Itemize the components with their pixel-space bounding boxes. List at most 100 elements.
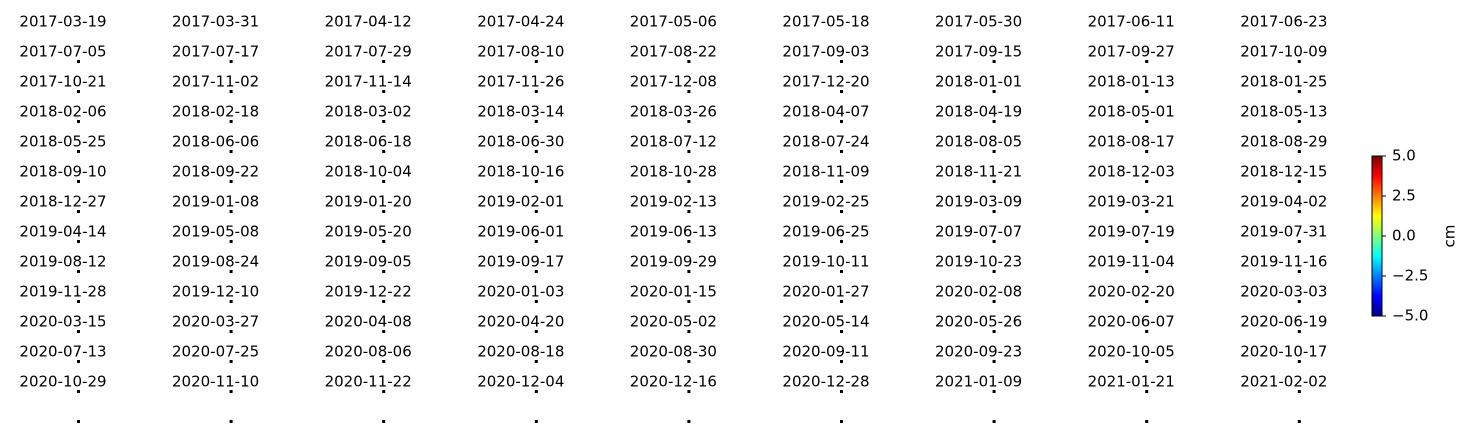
panel-title: 2019-01-08: [172, 193, 259, 211]
panel-title: 2018-09-10: [19, 163, 106, 181]
panel-title: 2017-08-10: [477, 43, 564, 61]
reference-point: [1297, 60, 1301, 63]
panel-title: 2020-10-29: [19, 373, 106, 391]
panel-title: 2018-10-04: [325, 163, 412, 181]
panel-title: 2019-08-12: [19, 253, 106, 271]
reference-point: [229, 90, 233, 93]
panel-title: 2020-11-22: [325, 373, 412, 391]
panel-title: 2018-07-12: [630, 133, 717, 151]
panel-title: 2017-11-02: [172, 73, 259, 91]
panel-title: 2019-05-20: [325, 223, 412, 241]
panel-title: 2018-11-09: [782, 163, 869, 181]
panel-title: 2020-03-15: [19, 313, 106, 331]
reference-point: [840, 120, 843, 123]
reference-point: [687, 210, 691, 213]
reference-point: [1297, 270, 1301, 273]
panel-title: 2019-04-02: [1240, 193, 1327, 211]
reference-point: [534, 240, 538, 243]
panel-title: 2018-12-15: [1240, 163, 1327, 181]
panel-title: 2019-02-01: [477, 193, 564, 211]
panel-title: 2020-05-02: [630, 313, 717, 331]
panel-title: 2019-06-25: [782, 223, 869, 241]
reference-point: [840, 390, 843, 393]
reference-point: [1145, 240, 1149, 243]
reference-point: [77, 120, 80, 123]
panel-title: 2020-12-28: [782, 373, 869, 391]
reference-point: [382, 60, 386, 63]
panel-title: 2017-07-17: [172, 43, 259, 61]
reference-point: [687, 390, 691, 393]
panel-title: 2017-07-05: [19, 43, 106, 61]
panel-title: 2019-09-05: [325, 253, 412, 271]
panel-title: 2020-01-27: [782, 283, 869, 301]
reference-point: [534, 210, 538, 213]
panel-title: 2019-11-04: [1088, 253, 1175, 271]
panel-title: 2020-04-20: [477, 313, 564, 331]
reference-point: [229, 180, 233, 183]
reference-point: [992, 180, 996, 183]
panel-title: 2019-05-08: [172, 223, 259, 241]
reference-point: [1297, 330, 1301, 333]
reference-point: [992, 270, 996, 273]
reference-point: [382, 120, 386, 123]
colorbar-tick-label: 0.0: [1392, 227, 1416, 245]
reference-point: [840, 240, 843, 243]
panel-title: 2021-02-02: [1240, 373, 1327, 391]
reference-point: [1145, 390, 1149, 393]
panel-title: 2018-09-22: [172, 163, 259, 181]
reference-point: [1145, 360, 1149, 363]
panel-title: 2020-01-03: [477, 283, 564, 301]
reference-point: [687, 360, 691, 363]
panel-title: 2018-05-01: [1088, 103, 1175, 121]
reference-point: [229, 150, 233, 153]
reference-point: [382, 240, 386, 243]
colorbar-tick-label: −2.5: [1392, 267, 1428, 285]
panel-title: 2018-12-03: [1088, 163, 1175, 181]
reference-point: [687, 330, 691, 333]
panel-title: 2017-08-22: [630, 43, 717, 61]
panel-title: 2018-01-13: [1088, 73, 1175, 91]
panel-title: 2020-10-05: [1088, 343, 1175, 361]
panel-title: 2019-12-22: [325, 283, 412, 301]
reference-point: [229, 120, 233, 123]
reference-point: [77, 270, 80, 273]
panel-title: 2020-02-08: [935, 283, 1022, 301]
reference-point: [77, 180, 80, 183]
reference-point: [840, 420, 843, 423]
reference-point: [229, 360, 233, 363]
panel-title: 2017-05-06: [630, 13, 717, 31]
panel-title: 2019-07-07: [935, 223, 1022, 241]
reference-point: [687, 90, 691, 93]
reference-point: [1145, 150, 1149, 153]
panel-title: 2018-12-27: [19, 193, 106, 211]
panel-title: 2020-08-30: [630, 343, 717, 361]
panel-title: 2018-10-16: [477, 163, 564, 181]
panel-title: 2018-04-19: [935, 103, 1022, 121]
reference-point: [992, 390, 996, 393]
reference-point: [382, 330, 386, 333]
reference-point: [382, 150, 386, 153]
panel-title: 2020-01-15: [630, 283, 717, 301]
panel-title: 2020-07-13: [19, 343, 106, 361]
panel-title: 2018-06-30: [477, 133, 564, 151]
panel-title: 2018-01-25: [1240, 73, 1327, 91]
reference-point: [534, 60, 538, 63]
reference-point: [840, 210, 843, 213]
reference-point: [229, 300, 233, 303]
panel-title: 2018-01-01: [935, 73, 1022, 91]
reference-point: [382, 360, 386, 363]
reference-point: [1145, 60, 1149, 63]
panel-title: 2020-03-03: [1240, 283, 1327, 301]
panel-title: 2019-09-17: [477, 253, 564, 271]
panel-title: 2017-09-15: [935, 43, 1022, 61]
panel-title: 2020-05-14: [782, 313, 869, 331]
reference-point: [534, 270, 538, 273]
panel-title: 2018-03-14: [477, 103, 564, 121]
panel-title: 2018-08-29: [1240, 133, 1327, 151]
panel-title: 2019-02-25: [782, 193, 869, 211]
panel-title: 2019-01-20: [325, 193, 412, 211]
panel-title: 2018-08-05: [935, 133, 1022, 151]
reference-point: [534, 150, 538, 153]
panel-title: 2018-10-28: [630, 163, 717, 181]
reference-point: [382, 420, 386, 423]
